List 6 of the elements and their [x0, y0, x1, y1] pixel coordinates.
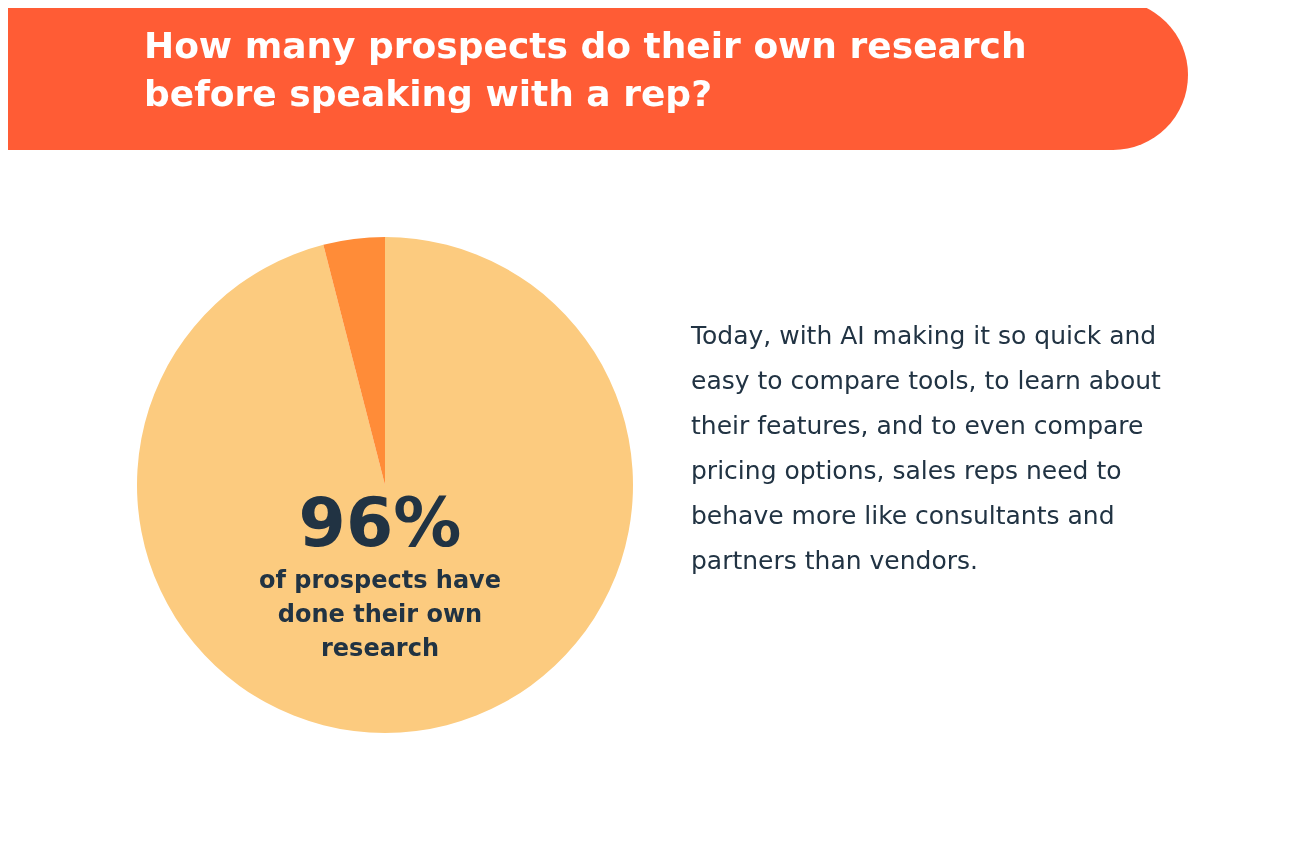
slice-label: of prospects have done their own research	[257, 565, 503, 664]
text: Today, with AI making it so quick and easy to compare tools, to learn about their features, and to even compare pricing options, sales reps need to behave more like consultants and partners than vendors.	[691, 320, 1161, 577]
pie-slice	[137, 237, 633, 733]
data-label: 96%	[297, 483, 463, 563]
chart-title: How many prospects do their own research before speaking with a rep?	[144, 24, 1028, 116]
pie-slice	[323, 237, 385, 485]
